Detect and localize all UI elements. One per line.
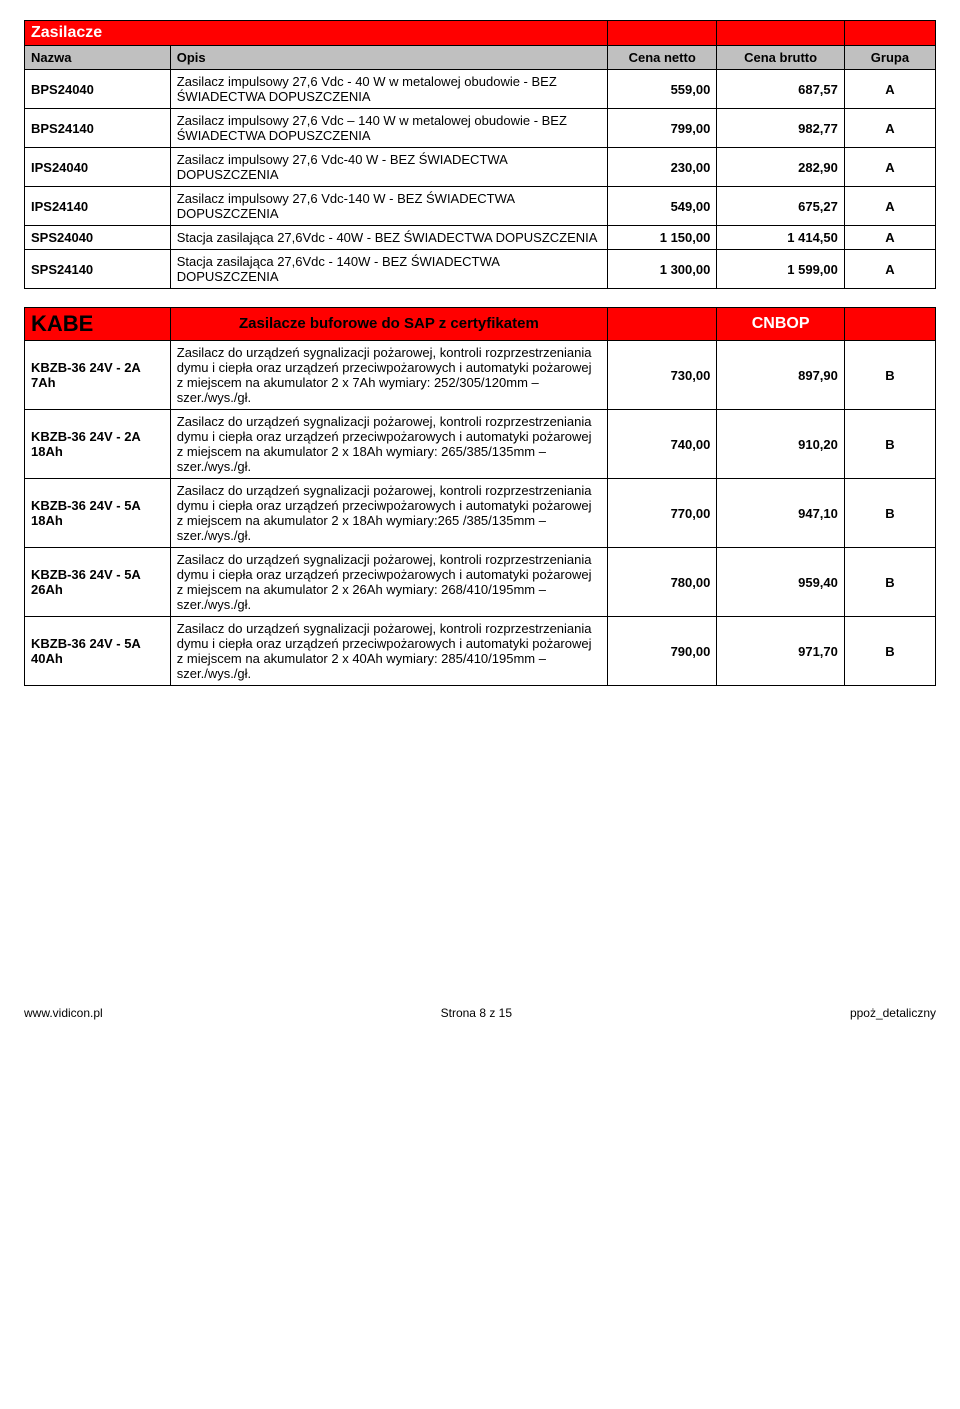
cell-name: SPS24140 [25,250,171,289]
kabe-empty-1 [608,308,717,341]
cell-desc: Zasilacz impulsowy 27,6 Vdc – 140 W w me… [170,109,607,148]
cell-group: B [844,341,935,410]
title-empty-3 [844,21,935,46]
table-header-row: Nazwa Opis Cena netto Cena brutto Grupa [25,46,936,70]
table-row: KBZB-36 24V - 2A 18AhZasilacz do urządze… [25,410,936,479]
table-row: IPS24040Zasilacz impulsowy 27,6 Vdc-40 W… [25,148,936,187]
title-empty-1 [608,21,717,46]
cell-gross: 1 599,00 [717,250,845,289]
col-header-gross: Cena brutto [717,46,845,70]
cell-name: KBZB-36 24V - 2A 18Ah [25,410,171,479]
cell-desc: Zasilacz do urządzeń sygnalizacji pożaro… [170,479,607,548]
cell-desc: Zasilacz impulsowy 27,6 Vdc-140 W - BEZ … [170,187,607,226]
table-title-row: Zasilacze [25,21,936,46]
page-footer: www.vidicon.pl Strona 8 z 15 ppoż_detali… [24,1006,936,1020]
table-row: KBZB-36 24V - 5A 18AhZasilacz do urządze… [25,479,936,548]
cell-group: A [844,250,935,289]
table-row: BPS24140Zasilacz impulsowy 27,6 Vdc – 14… [25,109,936,148]
kabe-empty-2 [844,308,935,341]
cell-name: KBZB-36 24V - 5A 18Ah [25,479,171,548]
cell-desc: Zasilacz do urządzeń sygnalizacji pożaro… [170,341,607,410]
cell-group: B [844,479,935,548]
cell-group: B [844,548,935,617]
cell-net: 230,00 [608,148,717,187]
cell-group: B [844,410,935,479]
cell-net: 799,00 [608,109,717,148]
table-row: SPS24140Stacja zasilająca 27,6Vdc - 140W… [25,250,936,289]
col-header-group: Grupa [844,46,935,70]
kabe-title-row: KABE Zasilacze buforowe do SAP z certyfi… [25,308,936,341]
kabe-table: KABE Zasilacze buforowe do SAP z certyfi… [24,307,936,686]
cell-net: 1 300,00 [608,250,717,289]
cell-name: SPS24040 [25,226,171,250]
cell-net: 1 150,00 [608,226,717,250]
kabe-subtitle: Zasilacze buforowe do SAP z certyfikatem [239,315,539,332]
cell-group: A [844,148,935,187]
table-row: BPS24040Zasilacz impulsowy 27,6 Vdc - 40… [25,70,936,109]
table-row: KBZB-36 24V - 5A 26AhZasilacz do urządze… [25,548,936,617]
col-header-net: Cena netto [608,46,717,70]
cell-name: IPS24040 [25,148,171,187]
table-row: KBZB-36 24V - 5A 40AhZasilacz do urządze… [25,617,936,686]
kabe-subtitle-cell: Zasilacze buforowe do SAP z certyfikatem [170,308,607,341]
cell-gross: 282,90 [717,148,845,187]
cell-desc: Zasilacz impulsowy 27,6 Vdc-40 W - BEZ Ś… [170,148,607,187]
cell-name: KBZB-36 24V - 2A 7Ah [25,341,171,410]
cell-desc: Zasilacz do urządzeń sygnalizacji pożaro… [170,548,607,617]
table-row: IPS24140Zasilacz impulsowy 27,6 Vdc-140 … [25,187,936,226]
cell-gross: 897,90 [717,341,845,410]
cell-desc: Zasilacz do urządzeń sygnalizacji pożaro… [170,617,607,686]
cell-net: 730,00 [608,341,717,410]
cell-name: IPS24140 [25,187,171,226]
cell-net: 549,00 [608,187,717,226]
cell-desc: Zasilacz do urządzeń sygnalizacji pożaro… [170,410,607,479]
cell-name: BPS24140 [25,109,171,148]
cell-gross: 947,10 [717,479,845,548]
cell-desc: Stacja zasilająca 27,6Vdc - 140W - BEZ Ś… [170,250,607,289]
cell-net: 780,00 [608,548,717,617]
cell-net: 559,00 [608,70,717,109]
cell-desc: Stacja zasilająca 27,6Vdc - 40W - BEZ ŚW… [170,226,607,250]
cell-group: A [844,226,935,250]
cell-gross: 1 414,50 [717,226,845,250]
cell-net: 740,00 [608,410,717,479]
cell-gross: 971,70 [717,617,845,686]
cell-group: B [844,617,935,686]
cell-name: KBZB-36 24V - 5A 40Ah [25,617,171,686]
cell-gross: 910,20 [717,410,845,479]
cell-gross: 675,27 [717,187,845,226]
cell-gross: 959,40 [717,548,845,617]
table-title: Zasilacze [25,21,608,46]
cell-net: 790,00 [608,617,717,686]
cell-name: BPS24040 [25,70,171,109]
kabe-cert: CNBOP [717,308,845,341]
cell-desc: Zasilacz impulsowy 27,6 Vdc - 40 W w met… [170,70,607,109]
cell-group: A [844,109,935,148]
cell-net: 770,00 [608,479,717,548]
title-empty-2 [717,21,845,46]
kabe-brand: KABE [25,308,171,341]
footer-center: Strona 8 z 15 [441,1006,512,1020]
cell-group: A [844,187,935,226]
table-row: SPS24040Stacja zasilająca 27,6Vdc - 40W … [25,226,936,250]
cell-name: KBZB-36 24V - 5A 26Ah [25,548,171,617]
col-header-desc: Opis [170,46,607,70]
footer-right: ppoż_detaliczny [850,1006,936,1020]
cell-gross: 687,57 [717,70,845,109]
footer-left: www.vidicon.pl [24,1006,103,1020]
col-header-name: Nazwa [25,46,171,70]
table-row: KBZB-36 24V - 2A 7AhZasilacz do urządzeń… [25,341,936,410]
zasilacze-table: Zasilacze Nazwa Opis Cena netto Cena bru… [24,20,936,289]
cell-group: A [844,70,935,109]
cell-gross: 982,77 [717,109,845,148]
kabe-brand-text: KABE [31,311,93,336]
